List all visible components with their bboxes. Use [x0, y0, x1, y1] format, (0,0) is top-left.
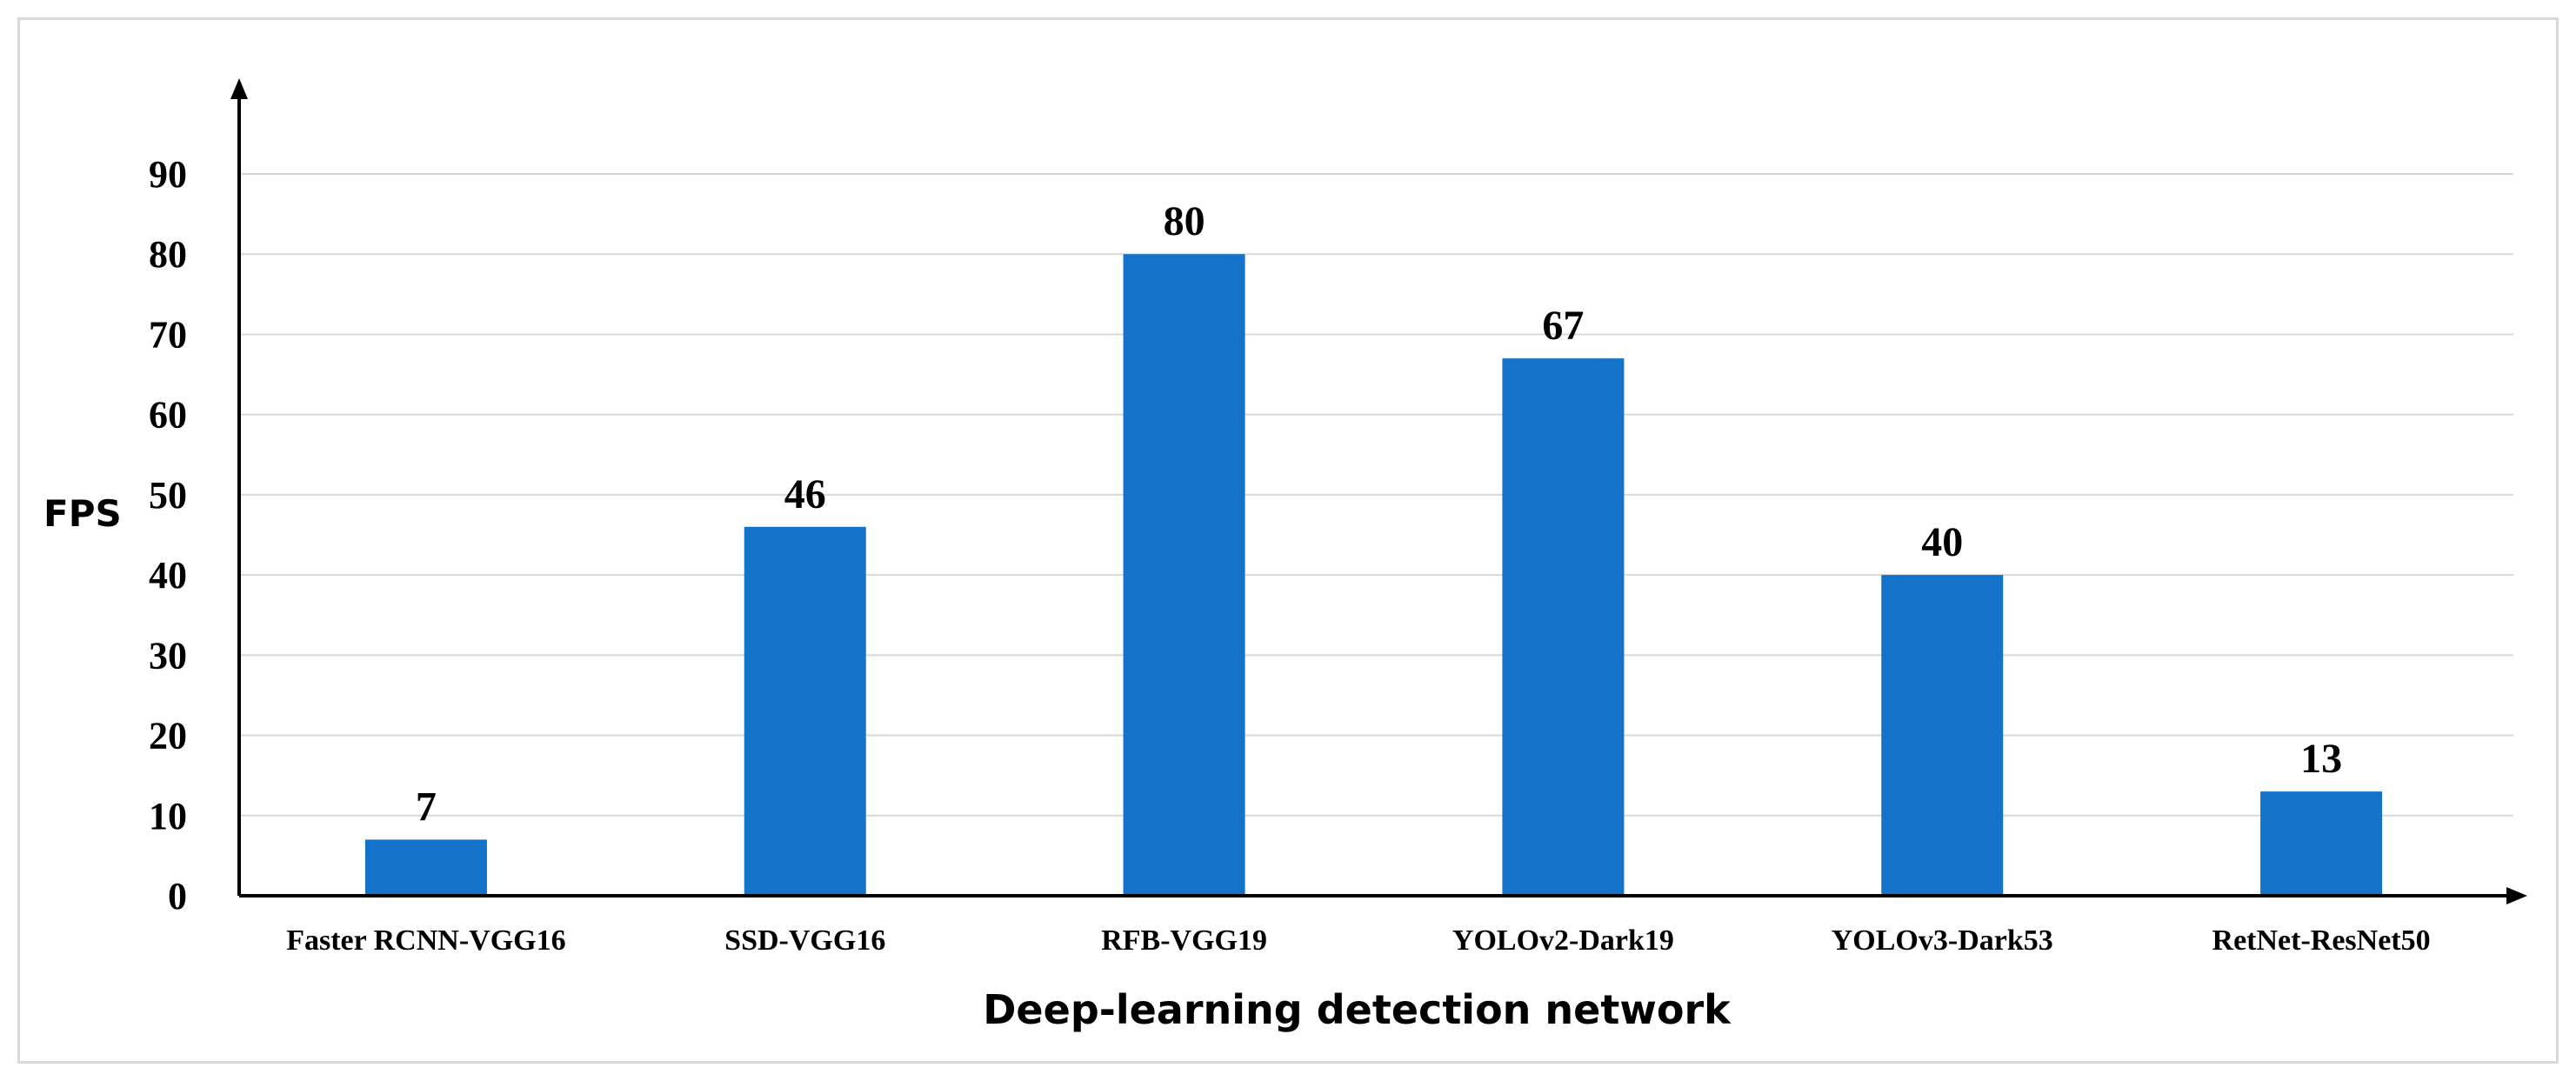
x-tick-label: RFB-VGG19 — [1101, 924, 1267, 957]
bar — [1502, 358, 1625, 897]
grid-lines — [239, 173, 2513, 817]
bar — [1123, 254, 1245, 896]
bar — [2260, 791, 2383, 896]
y-axis-title: FPS — [43, 492, 122, 535]
y-tick-labels: 0 10 20 30 40 50 60 70 80 90 — [149, 153, 187, 918]
bars — [364, 254, 2383, 897]
bar — [744, 526, 866, 896]
y-tick-label: 70 — [149, 313, 187, 356]
data-label: 7 — [416, 784, 437, 830]
y-tick-label: 60 — [149, 394, 187, 437]
data-labels: 7 46 80 67 40 13 — [416, 198, 2342, 830]
x-axis-arrow — [2506, 887, 2527, 904]
y-tick-label: 20 — [149, 715, 187, 757]
data-label: 67 — [1542, 303, 1584, 349]
bar — [364, 839, 487, 896]
data-label: 13 — [2300, 736, 2342, 782]
data-label: 80 — [1164, 198, 1205, 244]
y-tick-label: 90 — [149, 153, 187, 196]
x-tick-labels: Faster RCNN-VGG16 SSD-VGG16 RFB-VGG19 YOLOv… — [286, 924, 2430, 957]
y-tick-label: 50 — [149, 474, 187, 517]
y-tick-label: 10 — [149, 795, 187, 837]
data-label: 46 — [784, 471, 826, 517]
x-axis-title: Deep-learning detection network — [983, 986, 1732, 1033]
x-tick-label: YOLOv2-Dark19 — [1452, 924, 1674, 957]
y-tick-label: 80 — [149, 233, 187, 276]
x-tick-label: RetNet-ResNet50 — [2212, 924, 2431, 957]
x-tick-label: SSD-VGG16 — [724, 924, 885, 957]
bar — [1881, 575, 2004, 896]
y-tick-label: 0 — [168, 875, 187, 918]
y-tick-label: 30 — [149, 634, 187, 677]
y-axis-arrow — [230, 78, 248, 99]
axes — [230, 78, 2527, 904]
data-label: 40 — [1921, 519, 1963, 565]
x-tick-label: YOLOv3-Dark53 — [1832, 924, 2053, 957]
x-tick-label: Faster RCNN-VGG16 — [286, 924, 565, 957]
y-tick-label: 40 — [149, 554, 187, 597]
